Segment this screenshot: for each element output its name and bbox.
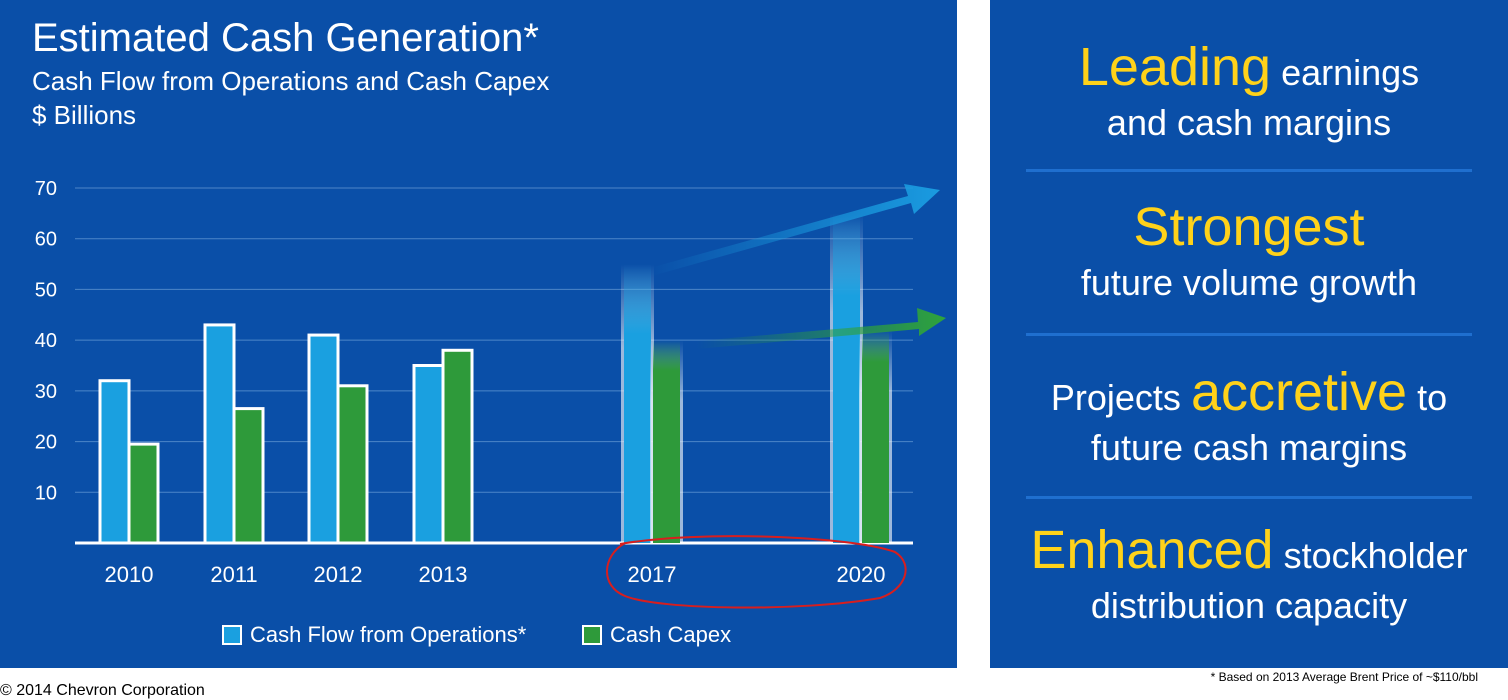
highlight-text: distribution capacity	[1090, 584, 1408, 626]
highlight-word-leading: Leading	[1078, 37, 1272, 97]
bar-cfo-2013	[412, 364, 445, 545]
bar-cfo-2017	[624, 264, 651, 543]
x-tick-label: 2011	[210, 562, 257, 587]
highlight-word-strongest: Strongest	[1133, 197, 1365, 257]
bar-cfo-2010	[98, 379, 131, 545]
highlight-text: Projects	[1050, 377, 1181, 418]
y-tick-label: 70	[35, 178, 57, 200]
chart-title: Estimated Cash Generation*	[32, 16, 539, 60]
highlight-text: earnings	[1281, 52, 1420, 93]
x-tick-label: 2020	[837, 562, 886, 587]
capex-trend-arrow	[696, 308, 946, 349]
cfo-trend-arrow	[650, 184, 940, 276]
highlight-word-enhanced: Enhanced	[1030, 520, 1274, 580]
highlights-panel: Leading earnings and cash margins Strong…	[990, 0, 1508, 668]
copyright: © 2014 Chevron Corporation	[0, 682, 205, 699]
y-tick-label: 30	[35, 381, 57, 403]
bar-cfo-2011	[203, 323, 236, 545]
y-tick-label: 20	[35, 432, 57, 454]
bar-cfo-2012	[307, 333, 340, 545]
footnote: * Based on 2013 Average Brent Price of ~…	[1210, 670, 1478, 684]
x-tick-label: 2010	[105, 562, 154, 587]
bar-capex-2020	[862, 330, 889, 543]
bar-capex-2012	[336, 384, 369, 545]
legend-swatch-capex	[582, 625, 602, 645]
bar-capex-2010	[127, 442, 160, 545]
divider	[1026, 496, 1472, 499]
divider	[1026, 169, 1472, 172]
highlight-text: stockholder	[1283, 535, 1468, 576]
highlight-leading: Leading earnings and cash margins	[990, 30, 1508, 148]
x-tick-label: 2012	[314, 562, 363, 587]
legend-cfo: Cash Flow from Operations*	[222, 622, 526, 648]
highlight-text: future cash margins	[1090, 426, 1408, 468]
highlight-enhanced: Enhanced stockholder distribution capaci…	[990, 513, 1508, 631]
highlight-word-accretive: accretive	[1190, 362, 1408, 422]
highlight-text: to	[1417, 377, 1448, 418]
legend-swatch-cfo	[222, 625, 242, 645]
legend-capex: Cash Capex	[582, 622, 731, 648]
red-highlight-circle	[606, 535, 907, 609]
y-tick-label: 40	[35, 330, 57, 352]
bar-capex-2017	[653, 340, 680, 543]
legend-label-capex: Cash Capex	[610, 622, 732, 647]
y-tick-label: 50	[35, 279, 57, 301]
highlight-text: and cash margins	[1106, 101, 1392, 143]
chart-unit: $ Billions	[32, 100, 137, 130]
bar-cfo-2020	[833, 213, 860, 543]
bar-capex-2011	[232, 407, 265, 545]
x-tick-label: 2013	[419, 562, 468, 587]
bar-capex-2013	[441, 348, 474, 545]
y-tick-label: 10	[35, 482, 57, 504]
chart-subtitle: Cash Flow from Operations and Cash Capex	[32, 66, 550, 96]
highlight-strongest: Strongest future volume growth	[990, 190, 1508, 308]
bar-chart: 10 20 30 40 50 60 70 2010 2011 2012 2013 2017 2020	[35, 178, 946, 609]
legend-label-cfo: Cash Flow from Operations*	[250, 622, 527, 647]
divider	[1026, 333, 1472, 336]
highlight-accretive: Projects accretive to future cash margin…	[990, 355, 1508, 473]
y-tick-label: 60	[35, 229, 57, 251]
highlight-text: future volume growth	[1080, 261, 1418, 303]
chart-panel: Estimated Cash Generation* Cash Flow fro…	[0, 0, 957, 668]
x-tick-label: 2017	[628, 562, 677, 587]
